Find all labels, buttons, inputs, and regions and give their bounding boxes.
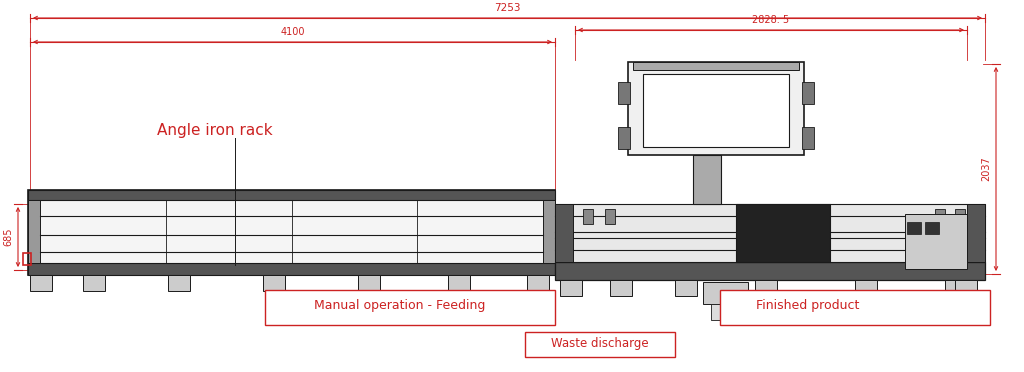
Bar — [168, 275, 190, 291]
Bar — [702, 282, 748, 304]
Bar — [855, 280, 877, 296]
Bar — [358, 275, 380, 291]
Text: Angle iron rack: Angle iron rack — [158, 122, 272, 138]
Bar — [935, 209, 945, 224]
Bar — [449, 275, 470, 291]
Text: Waste discharge: Waste discharge — [551, 337, 649, 350]
Bar — [803, 127, 814, 149]
Bar — [560, 280, 582, 296]
Bar — [605, 209, 615, 224]
Bar — [945, 280, 967, 296]
Bar — [711, 304, 738, 320]
Bar — [555, 262, 985, 280]
Bar — [555, 204, 573, 262]
Bar — [755, 280, 777, 296]
Bar — [28, 190, 555, 200]
Bar — [628, 62, 805, 155]
Bar — [643, 74, 790, 147]
Bar — [618, 127, 630, 149]
Bar — [263, 275, 285, 291]
Bar — [967, 204, 985, 262]
Bar — [610, 280, 632, 296]
Bar — [633, 62, 800, 70]
Bar — [28, 200, 40, 263]
Bar — [735, 204, 830, 262]
Bar — [907, 222, 921, 234]
Bar — [543, 200, 555, 263]
Bar — [955, 209, 965, 224]
Bar — [675, 280, 697, 296]
Text: 2037: 2037 — [981, 157, 991, 182]
Text: Finished product: Finished product — [757, 298, 860, 311]
Bar — [583, 209, 593, 224]
Bar — [905, 214, 967, 269]
Bar — [925, 222, 939, 234]
Bar — [28, 263, 555, 275]
Bar — [30, 275, 52, 291]
Bar — [527, 275, 549, 291]
Text: 685: 685 — [3, 228, 13, 246]
Bar — [720, 290, 990, 325]
Bar — [525, 332, 675, 357]
Bar — [83, 275, 105, 291]
Text: 7253: 7253 — [495, 3, 521, 13]
Text: Manual operation - Feeding: Manual operation - Feeding — [314, 298, 485, 311]
Bar — [265, 290, 555, 325]
Bar — [955, 280, 977, 296]
Text: 2828. 5: 2828. 5 — [753, 15, 790, 25]
Bar — [692, 155, 721, 204]
Bar — [618, 82, 630, 104]
Text: 4100: 4100 — [281, 27, 305, 37]
Bar — [28, 190, 555, 275]
Bar — [23, 253, 31, 265]
Bar — [803, 82, 814, 104]
Bar — [555, 204, 985, 262]
